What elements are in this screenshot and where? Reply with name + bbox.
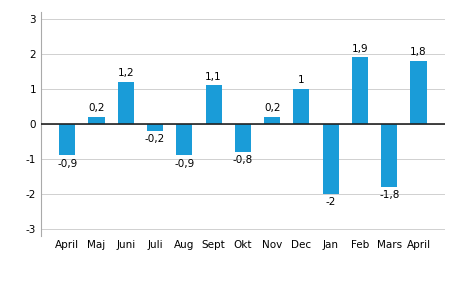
Text: 1: 1 — [298, 76, 305, 85]
Bar — [323, 124, 339, 194]
Text: -0,2: -0,2 — [145, 134, 165, 144]
Text: -0,9: -0,9 — [174, 159, 194, 169]
Bar — [352, 57, 368, 124]
Text: 0,2: 0,2 — [88, 103, 105, 113]
Bar — [118, 82, 134, 124]
Bar — [410, 61, 427, 124]
Text: -0,8: -0,8 — [233, 155, 253, 165]
Bar — [293, 89, 310, 124]
Bar — [89, 117, 104, 124]
Text: 1,1: 1,1 — [205, 72, 222, 82]
Text: -0,9: -0,9 — [57, 159, 77, 169]
Text: 1,9: 1,9 — [352, 44, 368, 54]
Bar — [147, 124, 163, 131]
Text: 0,2: 0,2 — [264, 103, 281, 113]
Text: -2: -2 — [326, 197, 336, 207]
Bar — [59, 124, 75, 155]
Bar — [176, 124, 192, 155]
Text: -1,8: -1,8 — [379, 190, 400, 200]
Text: 1,8: 1,8 — [410, 47, 427, 57]
Text: 1,2: 1,2 — [118, 69, 134, 79]
Bar — [206, 85, 222, 124]
Bar — [264, 117, 280, 124]
Bar — [381, 124, 397, 187]
Bar — [235, 124, 251, 152]
